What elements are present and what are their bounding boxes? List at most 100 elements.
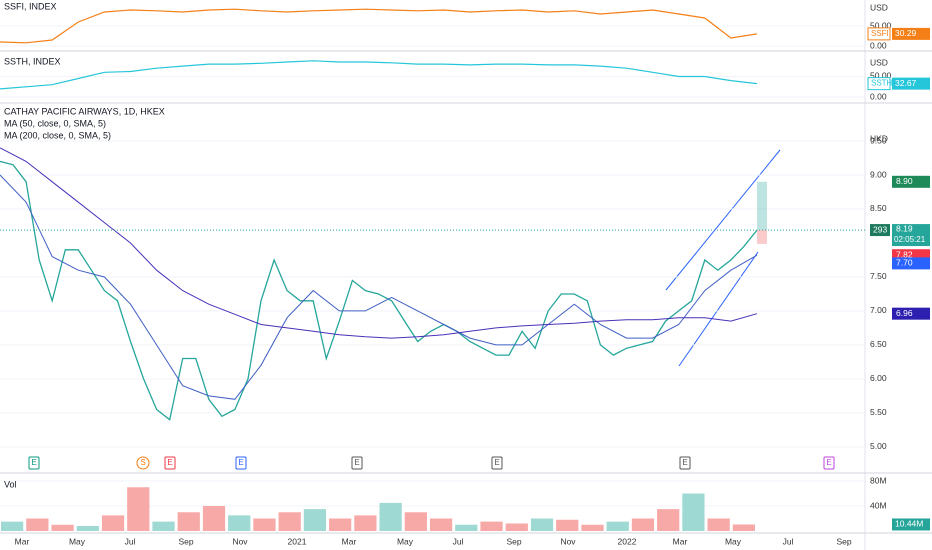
volume-bar [76,526,99,531]
volume-bar [303,509,327,531]
y-tick-label: 50.00 [870,20,892,30]
ma-line [0,174,758,400]
volume-bar [329,518,352,531]
volume-bar [732,524,755,531]
y-tick-label: 0.00 [870,40,887,50]
volume-bar [202,506,226,531]
pane-title: CATHAY PACIFIC AIRWAYS, 1D, HKEX [4,106,165,116]
y-tick-label: 6.50 [870,339,887,349]
y-tick-label: 80M [870,475,887,485]
x-tick-label: Nov [232,536,248,546]
y-tick-label: 50.00 [870,71,892,81]
volume-tag [892,518,930,531]
volume-bar [505,523,528,531]
event-label: E [354,458,359,467]
x-tick-label: 2022 [618,536,637,546]
volume-bar [177,512,200,531]
trend-line [665,149,781,291]
price-tag-label: 7.82 [896,249,913,259]
name-tag [867,27,891,41]
last-tag-label: 8.19 [896,223,913,233]
volume-bar [404,512,427,531]
volume-bar [228,515,251,531]
x-tick-label: Jul [453,536,464,546]
volume-bar [556,519,579,531]
event-marker[interactable] [164,456,176,470]
event-label: S [140,458,145,467]
unit-label: USD [870,2,888,12]
event-marker[interactable] [351,456,363,470]
x-tick-label: 2021 [288,536,307,546]
x-tick-label: Sep [836,536,851,546]
event-label: E [682,458,687,467]
indicator-line [0,8,758,44]
y-tick-label: 5.50 [870,407,887,417]
count-tag [870,224,890,237]
event-label: E [31,458,36,467]
y-tick-label: 0.00 [870,91,887,101]
x-tick-label: Mar [673,536,688,546]
volume-bar [379,502,402,531]
volume-bar [455,524,478,531]
y-tick-label: 9.50 [870,135,887,145]
volume-bar [26,518,49,531]
volume-tag-label: 10.44M [895,519,923,529]
price-tag-label: 6.96 [896,308,913,318]
y-tick-label: 5.00 [870,441,887,451]
x-tick-label: May [69,536,86,546]
volume-bar [1,521,24,531]
x-tick-label: Mar [342,536,357,546]
legend-entry: MA (200, close, 0, SMA, 5) [4,130,111,140]
price-tag [892,257,930,270]
volume-bar [657,509,680,531]
unit-label: HKD [870,133,888,143]
price-line [0,160,758,421]
x-tick-label: Jul [783,536,794,546]
x-tick-label: May [397,536,414,546]
name-tag-label: SSTH [871,79,893,88]
volume-bar [530,518,554,531]
ma-line [0,147,758,339]
y-tick-label: 40M [870,500,887,510]
volume-bar [278,512,301,531]
x-tick-label: Nov [560,536,576,546]
event-marker[interactable] [136,456,150,470]
event-marker[interactable] [679,456,691,470]
event-marker[interactable] [235,456,247,470]
name-tag [867,77,891,91]
volume-bar [606,521,629,531]
volume-bar [581,524,604,531]
volume-bar [101,515,125,531]
price-tag-label: 8.90 [896,176,913,186]
event-label: E [826,458,831,467]
volume-bar [429,518,453,531]
indicator-line [0,60,758,90]
event-label: E [167,458,172,467]
volume-bar [127,487,150,531]
name-tag-label: SSFI [871,29,889,38]
event-marker[interactable] [491,456,503,470]
price-tag [892,307,930,320]
projection-down [757,230,767,244]
event-marker[interactable] [823,456,835,470]
count-tag-label: 293 [873,224,887,234]
price-tag [892,175,930,188]
y-tick-label: 6.00 [870,373,887,383]
y-tick-label: 7.00 [870,305,887,315]
volume-bar [631,518,655,531]
projection-up [757,181,767,231]
volume-bar [480,521,503,531]
x-tick-label: Jul [125,536,136,546]
last-tag [892,224,930,247]
volume-bar [682,493,705,531]
event-marker[interactable] [28,456,40,470]
volume-bar [51,524,74,531]
volume-bar [354,515,377,531]
price-tag-label: 7.70 [896,258,913,268]
value-tag [892,27,930,40]
y-tick-label: 7.50 [870,271,887,281]
volume-bar [253,518,276,531]
y-tick-label: 8.50 [870,203,887,213]
